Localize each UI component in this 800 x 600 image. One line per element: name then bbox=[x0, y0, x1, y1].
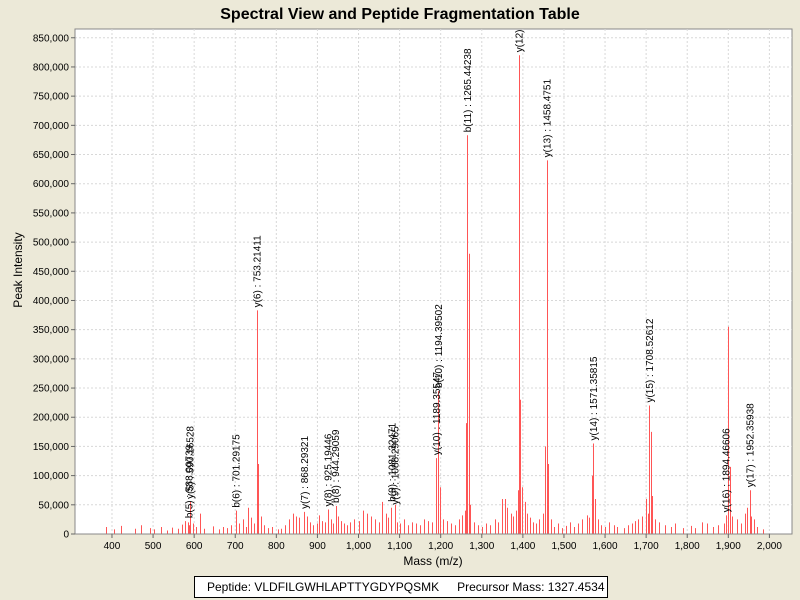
peak-label: y(8) : 925.19446 bbox=[323, 433, 334, 506]
y-tick-label: 250,000 bbox=[33, 384, 70, 395]
chart-title: Spectral View and Peptide Fragmentation … bbox=[220, 6, 580, 23]
y-tick-label: 100,000 bbox=[33, 471, 70, 482]
peak-label: y(12) bbox=[514, 29, 525, 52]
y-tick-label: 400,000 bbox=[33, 296, 70, 307]
x-tick-label: 1,300 bbox=[469, 541, 494, 552]
x-tick-label: 900 bbox=[309, 541, 326, 552]
peak-bars bbox=[106, 55, 764, 534]
peak-label: y(17) : 1952.35938 bbox=[745, 403, 756, 487]
x-tick-label: 1,200 bbox=[428, 541, 453, 552]
y-tick-label: 300,000 bbox=[33, 354, 70, 365]
x-tick-label: 500 bbox=[145, 541, 162, 552]
peak-label: y(16) : 1894.46606 bbox=[722, 428, 733, 512]
y-tick-label: 350,000 bbox=[33, 325, 70, 336]
peptide-info-box: Peptide: VLDFILGWHLAPTTYGDYPQSMK Precurso… bbox=[194, 576, 608, 598]
grid-lines bbox=[75, 29, 792, 534]
plot-area bbox=[74, 28, 793, 535]
precursor-mass: Precursor Mass: 1327.4534 bbox=[457, 580, 605, 594]
peak-label: b(11) : 1265.44238 bbox=[463, 48, 474, 132]
y-tick-label: 50,000 bbox=[38, 500, 69, 511]
peak-label: y(10) : 1189.35547 bbox=[432, 371, 443, 455]
x-axis-label: Mass (m/z) bbox=[403, 554, 462, 568]
peak-label: b(10) : 1194.39502 bbox=[434, 304, 445, 388]
peak-label: y(15) : 1708.52612 bbox=[645, 318, 656, 402]
peak-label: y(6) : 753.21411 bbox=[253, 235, 264, 308]
y-ticks: 0 50,000 100,000 150,000 200,000 250,000 300,0… bbox=[33, 33, 75, 541]
y-tick-label: 850,000 bbox=[33, 33, 70, 44]
peak-label: y(14) : 1571.35815 bbox=[589, 356, 600, 440]
x-tick-label: 1,000 bbox=[346, 541, 371, 552]
x-tick-label: 400 bbox=[104, 541, 121, 552]
peak-label: y(13) : 1458.4751 bbox=[542, 79, 553, 158]
x-tick-label: 800 bbox=[268, 541, 285, 552]
peptide-sequence: Peptide: VLDFILGWHLAPTTYGDYPQSMK bbox=[207, 580, 440, 594]
peak-label: y(9) : 1088.29065 bbox=[390, 426, 401, 505]
x-tick-label: 1,800 bbox=[675, 541, 700, 552]
y-tick-label: 450,000 bbox=[33, 267, 70, 278]
y-axis-label: Peak Intensity bbox=[11, 232, 25, 307]
peak-label: y(7) : 868.29321 bbox=[300, 436, 311, 509]
peak-label: b(5) : 588.00739 bbox=[185, 444, 196, 518]
y-tick-label: 700,000 bbox=[33, 121, 70, 132]
x-tick-label: 1,600 bbox=[593, 541, 618, 552]
y-tick-label: 150,000 bbox=[33, 442, 70, 453]
peak-label: y(5) : 590.16528 bbox=[186, 426, 197, 499]
peak-label: b(9) : 1081.32471 bbox=[387, 422, 398, 501]
x-tick-label: 1,700 bbox=[634, 541, 659, 552]
peak-label: b(8) : 944.29059 bbox=[331, 429, 342, 503]
y-tick-label: 600,000 bbox=[33, 179, 70, 190]
x-tick-label: 1,400 bbox=[510, 541, 535, 552]
y-tick-label: 0 bbox=[63, 530, 69, 541]
x-tick-label: 1,100 bbox=[387, 541, 412, 552]
y-tick-label: 550,000 bbox=[33, 208, 70, 219]
y-tick-label: 650,000 bbox=[33, 150, 70, 161]
y-tick-label: 750,000 bbox=[33, 92, 70, 103]
y-tick-label: 500,000 bbox=[33, 238, 70, 249]
x-tick-label: 600 bbox=[186, 541, 203, 552]
x-ticks: 400 500 600 700 800 900 1,000 1,100 1,200 1,300 1,… bbox=[104, 534, 782, 552]
peak-label: b(6) : 701.29175 bbox=[231, 434, 242, 508]
x-tick-label: 2,000 bbox=[757, 541, 782, 552]
x-tick-label: 1,500 bbox=[551, 541, 576, 552]
y-tick-label: 200,000 bbox=[33, 413, 70, 424]
y-tick-label: 800,000 bbox=[33, 62, 70, 73]
x-tick-label: 700 bbox=[227, 541, 244, 552]
x-tick-label: 1,900 bbox=[716, 541, 741, 552]
